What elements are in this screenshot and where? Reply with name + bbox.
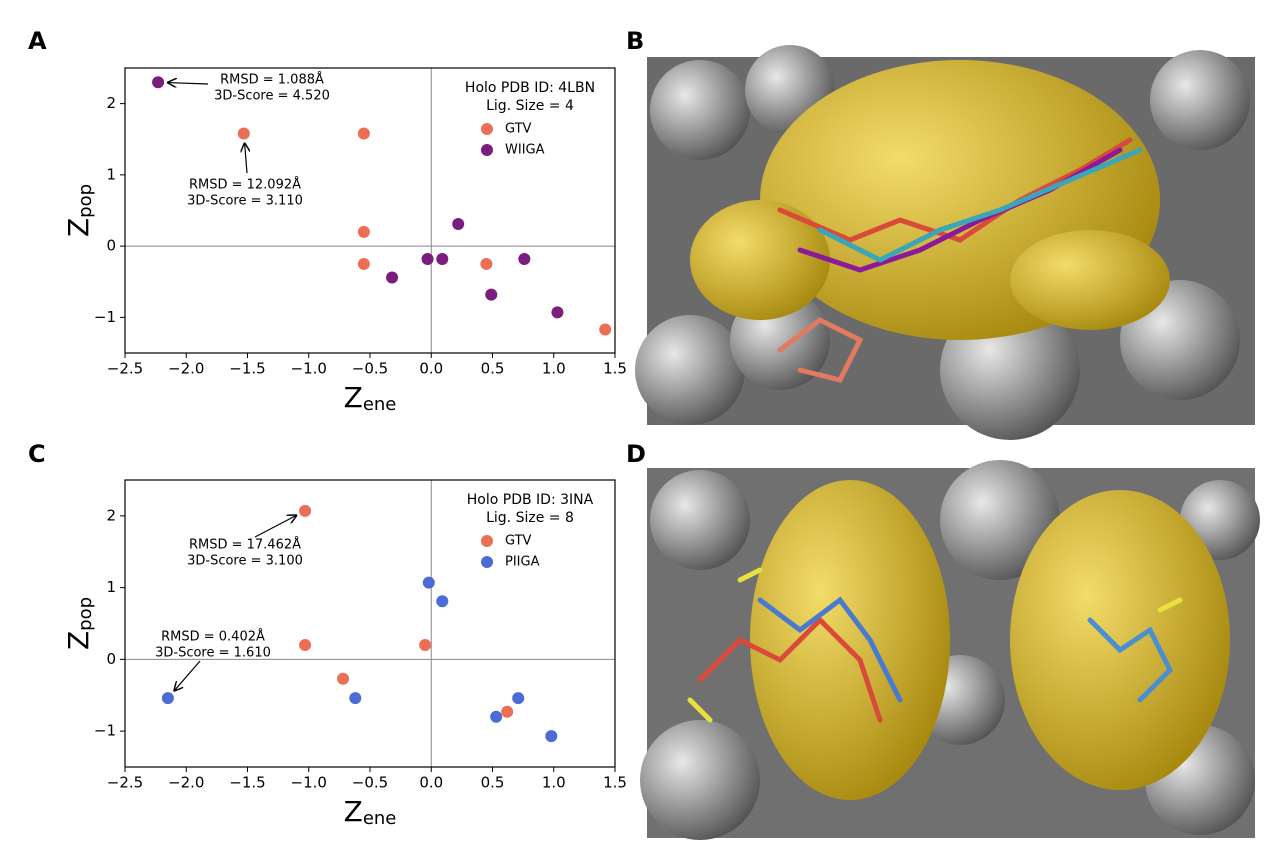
panel-label: A: [28, 27, 47, 55]
x-tick-label: −2.0: [168, 774, 204, 792]
point: [422, 576, 435, 589]
x-axis-label-sub: ene: [363, 394, 397, 415]
legend-title: Holo PDB ID: 4LBN: [465, 80, 595, 96]
y-tick-label: 0: [106, 650, 116, 668]
point: [490, 710, 503, 723]
y-tick-label: 1: [106, 578, 116, 596]
point: [357, 225, 370, 238]
y-axis-label: Zpop: [62, 184, 96, 237]
molecule-image-d: [640, 460, 1260, 840]
x-axis-label-sub: ene: [363, 808, 397, 829]
point: [599, 323, 612, 336]
point: [357, 257, 370, 270]
x-tick-label: −1.0: [291, 774, 327, 792]
annotation: 3D-Score = 4.520: [214, 89, 330, 104]
x-tick-label: 1.0: [542, 774, 566, 792]
x-axis-label-main: Z: [344, 381, 363, 414]
x-axis-label: Zene: [344, 381, 397, 415]
x-tick-label: −0.5: [352, 360, 388, 378]
annotation-arrow: [245, 143, 247, 174]
x-tick-label: 1.0: [542, 360, 566, 378]
annotation-arrow: [174, 660, 201, 691]
point: [152, 76, 165, 89]
y-tick-label: −1: [94, 722, 116, 740]
y-tick-label: 2: [106, 506, 116, 524]
x-tick-label: −2.5: [107, 360, 143, 378]
x-tick-label: 0.5: [481, 774, 505, 792]
legend-title: Lig. Size = 8: [486, 510, 574, 526]
legend-label: WIIGA: [505, 143, 545, 158]
y-tick-label: 2: [106, 94, 116, 112]
molecule-image-b: [635, 45, 1255, 440]
point: [357, 127, 370, 140]
point: [436, 252, 449, 265]
point: [452, 218, 465, 231]
point: [337, 672, 350, 685]
legend-swatch: [481, 123, 493, 135]
legend-title: Lig. Size = 4: [486, 98, 574, 114]
point: [421, 252, 434, 265]
x-tick-label: 1.5: [603, 774, 627, 792]
x-tick-label: −1.5: [229, 774, 265, 792]
legend-label: PIIGA: [505, 555, 540, 570]
point: [485, 288, 498, 301]
x-tick-label: 0.0: [419, 360, 443, 378]
point: [480, 257, 493, 270]
x-tick-label: −1.5: [229, 360, 265, 378]
point: [518, 252, 531, 265]
point: [237, 127, 250, 140]
y-tick-label: 0: [106, 237, 116, 255]
annotation: RMSD = 12.092Å: [189, 177, 301, 193]
x-tick-label: −2.5: [107, 774, 143, 792]
point: [501, 705, 514, 718]
annotation: RMSD = 1.088Å: [220, 72, 324, 88]
panel-label: C: [28, 440, 46, 468]
point: [299, 504, 312, 517]
annotation: 3D-Score = 1.610: [155, 646, 271, 661]
y-axis-label-sub: pop: [75, 184, 96, 218]
point: [545, 730, 558, 743]
y-axis-label-main: Z: [62, 218, 95, 237]
y-tick-label: 1: [106, 165, 116, 183]
x-tick-label: 0.5: [481, 360, 505, 378]
annotation: RMSD = 17.462Å: [189, 537, 301, 553]
y-axis-label: Zpop: [62, 597, 96, 650]
x-tick-label: 0.0: [419, 774, 443, 792]
annotation: 3D-Score = 3.100: [187, 554, 303, 569]
legend-swatch: [481, 535, 493, 547]
y-axis-label-main: Z: [62, 631, 95, 650]
x-tick-label: −0.5: [352, 774, 388, 792]
point: [436, 595, 449, 608]
point: [386, 271, 399, 284]
x-tick-label: −2.0: [168, 360, 204, 378]
legend-swatch: [481, 556, 493, 568]
point: [161, 692, 174, 705]
annotation: RMSD = 0.402Å: [161, 629, 265, 645]
point: [299, 639, 312, 652]
legend-label: GTV: [505, 122, 532, 137]
x-axis-label: Zene: [344, 795, 397, 829]
legend-title: Holo PDB ID: 3INA: [467, 492, 594, 508]
x-axis-label-main: Z: [344, 795, 363, 828]
annotation-arrow: [167, 83, 209, 84]
point: [551, 306, 564, 319]
panel-label: D: [626, 440, 646, 468]
legend-label: GTV: [505, 534, 532, 549]
point: [512, 692, 525, 705]
x-tick-label: −1.0: [291, 360, 327, 378]
y-tick-label: −1: [94, 308, 116, 326]
annotation-arrow: [254, 515, 297, 538]
panel-label: B: [626, 27, 644, 55]
point: [419, 639, 432, 652]
x-tick-label: 1.5: [603, 360, 627, 378]
point: [349, 692, 362, 705]
annotation: 3D-Score = 3.110: [187, 194, 303, 209]
legend-swatch: [481, 144, 493, 156]
y-axis-label-sub: pop: [75, 597, 96, 631]
